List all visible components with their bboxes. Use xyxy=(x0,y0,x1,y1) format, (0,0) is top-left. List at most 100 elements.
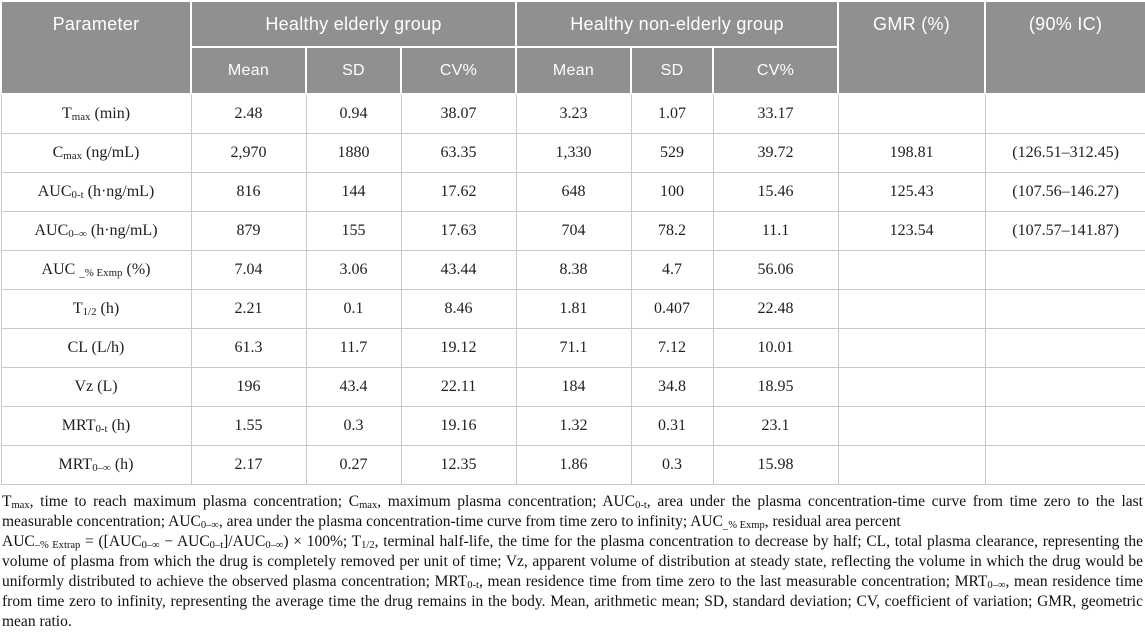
value-cell xyxy=(837,405,986,446)
value-cell: 17.62 xyxy=(400,171,517,212)
value-cell: 17.63 xyxy=(400,210,517,251)
value-cell: 2.21 xyxy=(190,288,307,329)
table-row: AUC0–∞ (h·ng/mL) 879 155 17.63 704 78.2 11.1 12… xyxy=(0,210,1145,251)
value-cell: 144 xyxy=(305,171,402,212)
value-cell xyxy=(984,327,1145,368)
value-cell: 63.35 xyxy=(400,132,517,173)
value-cell xyxy=(837,288,986,329)
value-cell: 704 xyxy=(515,210,632,251)
header-elderly-group: Healthy elderly group xyxy=(189,0,518,48)
value-cell xyxy=(837,93,986,134)
header-parameter: Parameter xyxy=(0,0,192,95)
value-cell: 1.86 xyxy=(515,444,632,485)
value-cell: 155 xyxy=(305,210,402,251)
value-cell: 1.07 xyxy=(630,93,714,134)
value-cell: (107.56–146.27) xyxy=(984,171,1145,212)
value-cell: 0.94 xyxy=(305,93,402,134)
value-cell: 1.81 xyxy=(515,288,632,329)
value-cell: 18.95 xyxy=(712,366,839,407)
table-row: MRT0–∞ (h) 2.17 0.27 12.35 1.86 0.3 15.98 xyxy=(0,444,1145,485)
value-cell: 11.1 xyxy=(712,210,839,251)
value-cell: 2.48 xyxy=(190,93,307,134)
parameter-cell: Cmax (ng/mL) xyxy=(0,132,192,173)
value-cell: 2.17 xyxy=(190,444,307,485)
value-cell xyxy=(984,405,1145,446)
value-cell: (126.51–312.45) xyxy=(984,132,1145,173)
header-gmr: GMR (%) xyxy=(837,0,987,95)
value-cell: 19.16 xyxy=(400,405,517,446)
value-cell: 1.55 xyxy=(190,405,307,446)
table-row: MRT0-t (h) 1.55 0.3 19.16 1.32 0.31 23.1 xyxy=(0,405,1145,446)
value-cell: 0.407 xyxy=(630,288,714,329)
value-cell xyxy=(984,249,1145,290)
value-cell: 7.04 xyxy=(190,249,307,290)
value-cell: (107.57–141.87) xyxy=(984,210,1145,251)
value-cell xyxy=(984,444,1145,485)
value-cell xyxy=(984,366,1145,407)
value-cell: 11.7 xyxy=(305,327,402,368)
header-non-elderly-sd: SD xyxy=(630,46,715,95)
value-cell: 34.8 xyxy=(630,366,714,407)
table-row: Tmax (min) 2.48 0.94 38.07 3.23 1.07 33.17 xyxy=(0,93,1145,134)
value-cell: 43.44 xyxy=(400,249,517,290)
value-cell: 0.27 xyxy=(305,444,402,485)
value-cell: 648 xyxy=(515,171,632,212)
header-90ic: (90% IC) xyxy=(984,0,1145,95)
header-sub-row: Mean SD CV% Mean SD CV% xyxy=(1,46,1145,95)
value-cell: 198.81 xyxy=(837,132,986,173)
parameter-cell: Tmax (min) xyxy=(0,93,192,134)
parameter-cell: AUC0–∞ (h·ng/mL) xyxy=(0,210,192,251)
value-cell: 12.35 xyxy=(400,444,517,485)
value-cell: 10.01 xyxy=(712,327,839,368)
value-cell: 38.07 xyxy=(400,93,517,134)
value-cell xyxy=(837,327,986,368)
value-cell: 0.3 xyxy=(305,405,402,446)
value-cell: 61.3 xyxy=(190,327,307,368)
value-cell xyxy=(984,288,1145,329)
header-non-elderly-group: Healthy non-elderly group xyxy=(515,0,840,48)
footnote-para-1: Tmax, time to reach maximum plasma conce… xyxy=(2,492,1143,532)
value-cell: 71.1 xyxy=(515,327,632,368)
value-cell: 0.3 xyxy=(630,444,714,485)
value-cell: 15.46 xyxy=(712,171,839,212)
parameter-cell: Vz (L) xyxy=(0,366,192,407)
value-cell: 7.12 xyxy=(630,327,714,368)
parameter-cell: CL (L/h) xyxy=(0,327,192,368)
value-cell: 1.32 xyxy=(515,405,632,446)
value-cell: 3.06 xyxy=(305,249,402,290)
table-row: AUC _% Exmp (%) 7.04 3.06 43.44 8.38 4.7 56.06 xyxy=(0,249,1145,290)
table-row: T1/2 (h) 2.21 0.1 8.46 1.81 0.407 22.48 xyxy=(0,288,1145,329)
header-elderly-mean: Mean xyxy=(190,46,307,95)
parameter-cell: T1/2 (h) xyxy=(0,288,192,329)
value-cell: 816 xyxy=(190,171,307,212)
value-cell: 0.1 xyxy=(305,288,402,329)
value-cell: 56.06 xyxy=(712,249,839,290)
value-cell: 3.23 xyxy=(515,93,632,134)
value-cell: 39.72 xyxy=(712,132,839,173)
header-non-elderly-mean: Mean xyxy=(515,46,633,95)
table-row: Vz (L) 196 43.4 22.11 184 34.8 18.95 xyxy=(0,366,1145,407)
value-cell: 22.11 xyxy=(400,366,517,407)
table-header: Parameter Healthy elderly group Healthy … xyxy=(0,0,1145,95)
value-cell: 184 xyxy=(515,366,632,407)
value-cell: 1880 xyxy=(305,132,402,173)
value-cell: 8.38 xyxy=(515,249,632,290)
table-row: AUC0-t (h·ng/mL) 816 144 17.62 648 100 15.46 12… xyxy=(0,171,1145,212)
value-cell: 0.31 xyxy=(630,405,714,446)
value-cell: 19.12 xyxy=(400,327,517,368)
value-cell: 78.2 xyxy=(630,210,714,251)
parameter-cell: AUC0-t (h·ng/mL) xyxy=(0,171,192,212)
value-cell: 15.98 xyxy=(712,444,839,485)
parameter-cell: MRT0-t (h) xyxy=(0,405,192,446)
header-group-row: Parameter Healthy elderly group Healthy … xyxy=(0,0,1145,95)
value-cell xyxy=(837,444,986,485)
value-cell: 8.46 xyxy=(400,288,517,329)
value-cell: 43.4 xyxy=(305,366,402,407)
value-cell: 123.54 xyxy=(837,210,986,251)
value-cell: 2,970 xyxy=(190,132,307,173)
value-cell: 22.48 xyxy=(712,288,839,329)
pk-parameters-table: Parameter Healthy elderly group Healthy … xyxy=(0,0,1145,485)
value-cell: 196 xyxy=(190,366,307,407)
header-elderly-sd: SD xyxy=(305,46,402,95)
header-non-elderly-cv: CV% xyxy=(712,46,840,95)
